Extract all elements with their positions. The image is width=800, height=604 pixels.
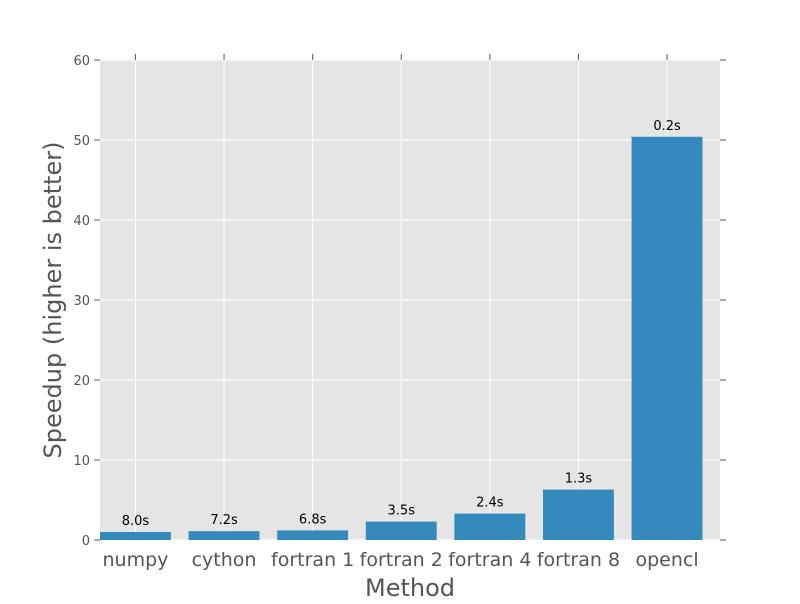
bar-data-label: 1.3s — [565, 472, 593, 487]
bar-data-label: 7.2s — [210, 513, 238, 528]
x-axis-label: Method — [365, 574, 455, 600]
x-tick-label: numpy — [102, 549, 168, 571]
bar — [188, 531, 260, 540]
x-tick-label: fortran 1 — [271, 549, 354, 571]
y-tick-label: 20 — [73, 374, 90, 389]
bar — [100, 532, 171, 540]
y-tick-label: 10 — [73, 454, 90, 469]
y-tick-label: 0 — [82, 534, 90, 549]
bar-data-label: 6.8s — [299, 512, 327, 527]
x-tick-label: opencl — [635, 549, 698, 571]
bar-data-label: 8.0s — [122, 514, 150, 529]
y-tick-label: 60 — [73, 54, 90, 69]
y-axis-label: Speedup (higher is better) — [39, 142, 67, 459]
x-tick-labels: numpy cython fortran 1 fortran 2 fortran 4 fo… — [102, 54, 699, 571]
bar-data-label: 2.4s — [476, 496, 504, 511]
x-tick-label: fortran 4 — [448, 549, 531, 571]
bar — [365, 521, 437, 540]
y-tick-label: 30 — [73, 294, 90, 309]
bars — [100, 136, 703, 541]
y-tick-labels: 0 10 20 30 40 50 60 — [73, 54, 726, 549]
bar — [277, 530, 349, 540]
x-tick-label: cython — [192, 549, 257, 571]
x-tick-label: fortran 8 — [537, 549, 620, 571]
data-labels: 8.0s 7.2s 6.8s 3.5s 2.4s 1.3s 0.2s — [122, 119, 681, 529]
x-tick-label: fortran 2 — [360, 549, 443, 571]
bar-data-label: 3.5s — [388, 504, 416, 519]
bar — [543, 489, 614, 540]
bar — [631, 136, 703, 541]
bar — [454, 513, 526, 540]
bar-data-label: 0.2s — [653, 119, 681, 134]
y-tick-label: 50 — [73, 134, 90, 149]
y-tick-label: 40 — [73, 214, 90, 229]
